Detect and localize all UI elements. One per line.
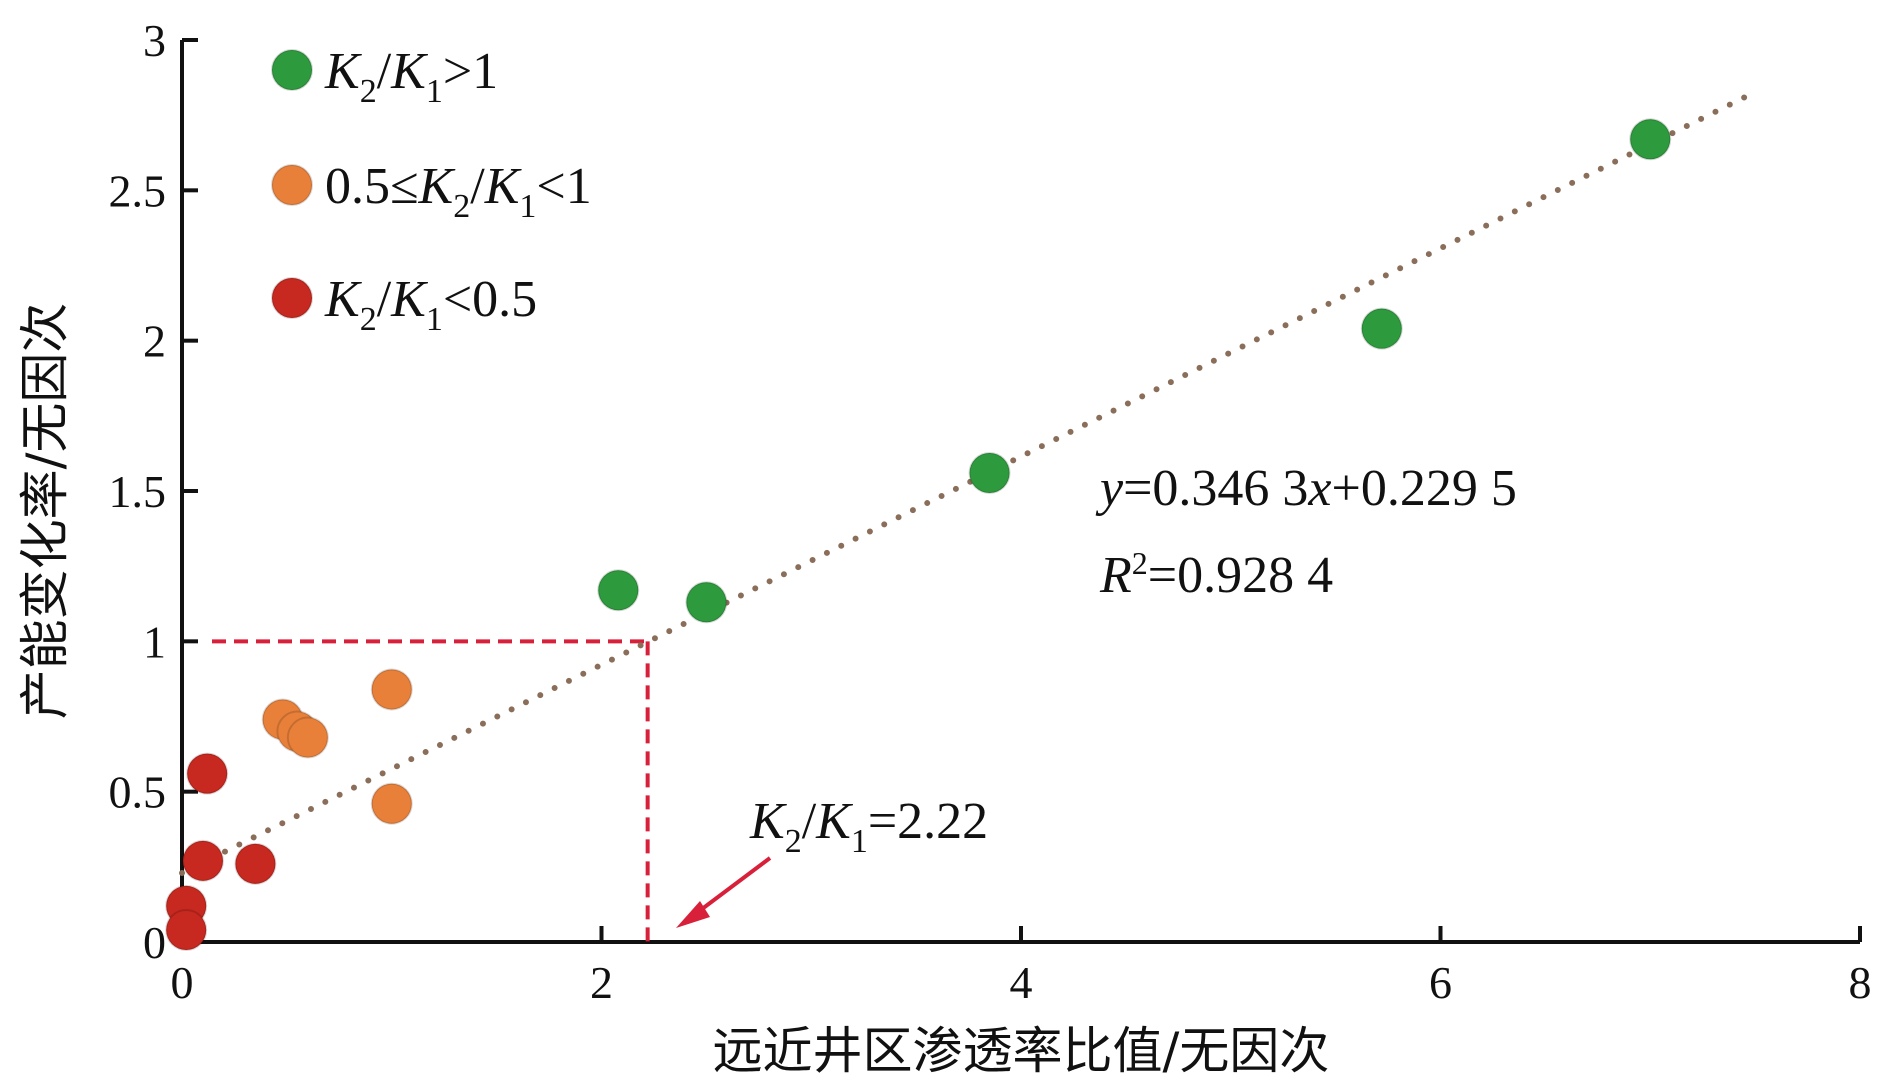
anno-k2: K: [749, 793, 787, 850]
equation-line-1: y=0.346 3x+0.229 5: [1095, 460, 1517, 517]
x-axis-title: 远近井区渗透率比值/无因次: [713, 1022, 1330, 1080]
anno-k1: K: [815, 793, 853, 850]
equation-intercept: +0.229 5: [1332, 460, 1517, 517]
x-tick-label: 2: [590, 957, 613, 1008]
annotation-arrow-head: [676, 901, 710, 928]
legend-label: K2/K1>1: [324, 43, 498, 110]
axes: 0 2 4 6 8 0 0.5 1 1.5 2 2.5 3: [109, 15, 1872, 1008]
r2-sup: 2: [1132, 545, 1148, 581]
x-ticks: 0 2 4 6 8: [171, 926, 1872, 1008]
y-tick-label: 1.5: [109, 466, 167, 517]
legend: K2/K1>1 0.5≤K2/K1<1 K2/K1<0.5: [271, 43, 592, 338]
x-tick-label: 6: [1429, 957, 1452, 1008]
legend-marker: [271, 49, 313, 91]
trendline-equation: y=0.346 3x+0.229 5 R2=0.928 4: [1095, 460, 1517, 604]
data-point-series-3: [234, 842, 277, 885]
legend-label: 0.5≤K2/K1<1: [325, 158, 592, 225]
r2-value: =0.928 4: [1148, 547, 1333, 604]
x-tick-label: 0: [171, 957, 194, 1008]
trendline: [179, 89, 1759, 876]
anno-sub1: 1: [851, 823, 868, 860]
data-point-series-3: [186, 752, 229, 795]
y-tick-label: 1: [143, 616, 166, 667]
reference-lines: [212, 639, 650, 942]
y-tick-label: 2: [143, 316, 166, 367]
y-axis-title: 产能变化率/无因次: [16, 303, 74, 720]
equation-y: y: [1095, 460, 1124, 517]
r2-r: R: [1099, 547, 1132, 604]
y-tick-label: 0: [143, 917, 166, 968]
x-tick-label: 8: [1849, 957, 1872, 1008]
data-point-series-1: [968, 451, 1011, 494]
anno-slash: /: [802, 793, 817, 850]
data-point-series-2: [370, 668, 413, 711]
anno-sub2: 2: [785, 823, 802, 860]
trendline-line: [179, 89, 1759, 876]
y-tick-label: 3: [143, 15, 166, 66]
equation-slope: =0.346 3: [1123, 460, 1308, 517]
equation-x: x: [1307, 460, 1331, 517]
data-point-series-1: [1629, 118, 1672, 161]
data-point-series-3: [165, 908, 208, 951]
data-points: [165, 118, 1672, 951]
legend-marker: [271, 277, 313, 319]
anno-value: =2.22: [868, 793, 988, 850]
data-point-series-3: [181, 839, 224, 882]
data-point-series-1: [597, 569, 640, 612]
legend-label: K2/K1<0.5: [324, 271, 537, 338]
data-point-series-1: [685, 581, 728, 624]
x-tick-label: 4: [1010, 957, 1033, 1008]
y-ticks: 0 0.5 1 1.5 2 2.5 3: [109, 15, 198, 968]
data-point-series-1: [1360, 307, 1403, 350]
legend-marker: [271, 164, 313, 206]
threshold-label: K2/K1=2.22: [749, 793, 988, 860]
equation-line-2: R2=0.928 4: [1099, 545, 1333, 604]
y-tick-label: 2.5: [109, 165, 167, 216]
threshold-annotation: K2/K1=2.22: [676, 793, 988, 928]
data-point-series-2: [370, 782, 413, 825]
y-tick-label: 0.5: [109, 767, 167, 818]
data-point-series-2: [286, 716, 329, 759]
